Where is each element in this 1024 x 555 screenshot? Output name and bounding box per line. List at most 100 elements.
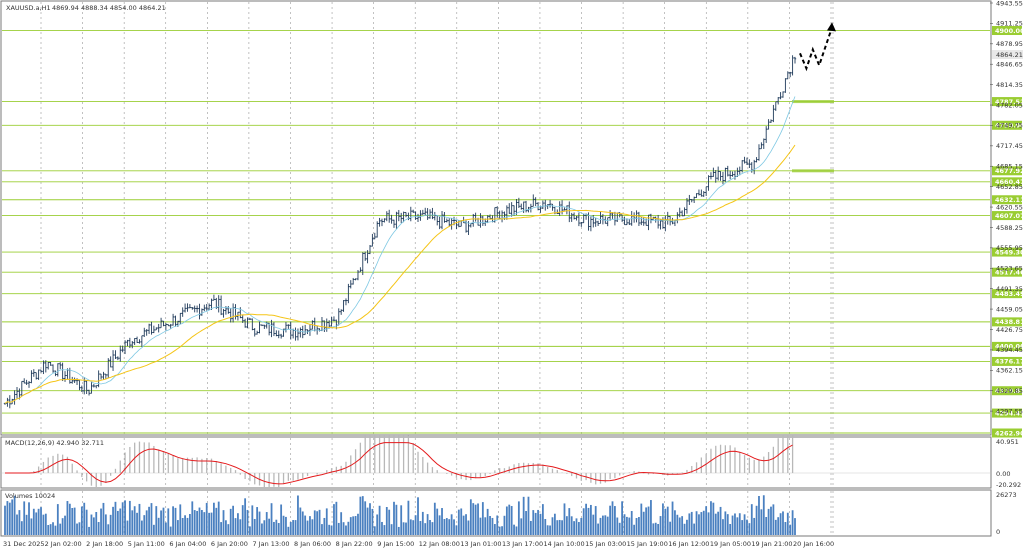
volume-bars xyxy=(4,495,796,535)
time-tick-label: 8 Jan 06:00 xyxy=(294,540,331,548)
price-tick-label: 4426.75 xyxy=(996,326,1023,334)
time-tick-label: 9 Jan 15:00 xyxy=(377,540,414,548)
level-label-box xyxy=(992,177,1022,187)
level-label-box xyxy=(992,267,1022,277)
current-price-marker xyxy=(992,50,1023,59)
time-tick-label: 6 Jan 20:00 xyxy=(211,540,248,548)
level-label: 4787.52 xyxy=(995,98,1024,106)
price-tick-label: 4620.55 xyxy=(996,203,1023,211)
macd-grid xyxy=(2,438,990,487)
level-label-box xyxy=(992,97,1022,107)
macd-histogram xyxy=(33,435,794,487)
time-tick-label: 15 Jan 03:00 xyxy=(585,540,626,548)
time-tick-label: 13 Jan 01:00 xyxy=(460,540,501,548)
level-label-box xyxy=(992,356,1022,366)
price-tick-label: 4685.15 xyxy=(996,163,1023,171)
level-zone xyxy=(792,100,834,104)
level-label: 4329.83 xyxy=(995,387,1024,395)
level-label: 4900.00 xyxy=(995,27,1024,35)
macd-axis-bottom: -20.292 xyxy=(996,481,1021,489)
level-label-box xyxy=(992,247,1022,257)
level-label-box xyxy=(992,120,1022,130)
price-tick-label: 4297.55 xyxy=(996,407,1023,415)
price-tick-label: 4717.45 xyxy=(996,142,1023,150)
level-label: 4607.07 xyxy=(995,212,1024,220)
level-label-box xyxy=(992,341,1022,351)
price-tick-label: 4943.55 xyxy=(996,0,1023,7)
time-tick-label: 2 Jan 18:00 xyxy=(86,540,123,548)
price-tick-label: 4329.85 xyxy=(996,387,1023,395)
price-tick-label: 4491.35 xyxy=(996,285,1023,293)
level-label-box xyxy=(992,26,1022,36)
time-axis: 31 Dec 2025 2 Jan 02:00 2 Jan 18:00 5 Jan 1… xyxy=(1,535,991,548)
level-label-box xyxy=(992,195,1022,205)
price-tick-label: 4394.45 xyxy=(996,346,1023,354)
level-label-box xyxy=(992,211,1022,221)
time-tick-label: 20 Jan 16:00 xyxy=(793,540,834,548)
level-label-box xyxy=(992,428,1022,438)
price-panel[interactable] xyxy=(0,0,992,436)
level-label: 4632.11 xyxy=(995,196,1024,204)
price-tick-label: 4846.65 xyxy=(996,61,1023,69)
price-tick-label: 4911.25 xyxy=(996,20,1023,28)
price-tick-label: 4782.05 xyxy=(996,101,1023,109)
level-label: 4677.92 xyxy=(995,167,1024,175)
price-tick-label: 4749.75 xyxy=(996,122,1023,130)
level-label: 4660.47 xyxy=(995,178,1024,186)
price-axis: 4943.55 4911.25 4878.95 4846.65 4814.35 4782.… xyxy=(990,0,1023,415)
macd-axis-zero: 0.00 xyxy=(996,470,1010,478)
fast-moving-average-line xyxy=(4,96,796,404)
time-tick-label: 6 Jan 04:00 xyxy=(169,540,206,548)
price-tick-label: 4362.15 xyxy=(996,367,1023,375)
volume-axis-zero: 0 xyxy=(996,528,1000,536)
ohlc-readout: 4869.94 4888.34 4854.00 4864.21 xyxy=(52,4,166,12)
level-label-box xyxy=(992,386,1022,396)
time-tick-label: 8 Jan 22:00 xyxy=(336,540,373,548)
level-label-box xyxy=(992,166,1022,176)
level-label-box xyxy=(992,408,1022,418)
price-tick-label: 4588.25 xyxy=(996,224,1023,232)
level-label: 4294.45 xyxy=(995,409,1024,417)
volume-axis-top: 26273 xyxy=(996,491,1017,499)
forecast-arrowhead-icon xyxy=(827,22,836,32)
price-bars xyxy=(3,55,797,409)
support-resistance-levels: 4900.00 4787.52 4750.00 4677.92 4660.47 4632.… xyxy=(2,26,1024,438)
time-tick-label: 2 Jan 02:00 xyxy=(45,540,82,548)
macd-axis-top: 40.951 xyxy=(996,438,1019,446)
volumes-label: Volumes 10024 xyxy=(5,492,55,500)
level-label: 4549.30 xyxy=(995,248,1024,256)
current-price-label: 4864.21 xyxy=(996,51,1023,59)
level-zone xyxy=(792,169,834,173)
level-label: 4438.81 xyxy=(995,318,1024,326)
price-tick-label: 4523.65 xyxy=(996,265,1023,273)
time-tick-label: 31 Dec 2025 xyxy=(3,540,45,548)
level-label: 4750.00 xyxy=(995,122,1024,130)
time-tick-label: 19 Jan 21:00 xyxy=(751,540,792,548)
price-tick-label: 4814.35 xyxy=(996,81,1023,89)
level-label: 4483.49 xyxy=(995,290,1024,298)
time-tick-label: 16 Jan 12:00 xyxy=(668,540,709,548)
time-tick-label: 5 Jan 11:00 xyxy=(128,540,165,548)
forecast-arrow-path xyxy=(799,27,833,72)
level-label: 4517.46 xyxy=(995,268,1024,276)
time-tick-label: 13 Jan 17:00 xyxy=(502,540,543,548)
price-tick-label: 4652.85 xyxy=(996,183,1023,191)
level-label: 4262.90 xyxy=(995,429,1024,437)
macd-label: MACD(12,26,9) 42.940 32.711 xyxy=(5,439,104,447)
time-tick-label: 14 Jan 10:00 xyxy=(544,540,585,548)
level-label: 4376.17 xyxy=(995,358,1024,366)
slow-moving-average-line xyxy=(4,144,796,404)
time-tick-label: 7 Jan 13:00 xyxy=(252,540,289,548)
price-tick-label: 4878.95 xyxy=(996,40,1023,48)
price-tick-label: 4555.95 xyxy=(996,244,1023,252)
time-tick-label: 15 Jan 19:00 xyxy=(627,540,668,548)
time-tick-label: 12 Jan 08:00 xyxy=(419,540,460,548)
macd-signal-line xyxy=(5,442,793,485)
symbol-label: XAUUSD.a,H1 xyxy=(6,4,51,12)
time-tick-label: 19 Jan 05:00 xyxy=(710,540,751,548)
level-label-box xyxy=(992,317,1022,327)
level-label-box xyxy=(992,289,1022,299)
level-label: 4400.00 xyxy=(995,343,1024,351)
